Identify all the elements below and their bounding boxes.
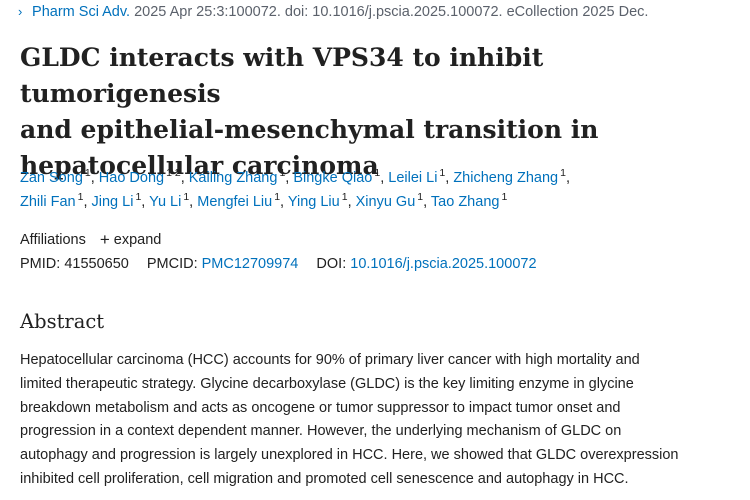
abstract-line: breakdown metabolism and acts as oncogen…	[20, 399, 621, 416]
author-link[interactable]: Tao Zhang	[430, 194, 500, 210]
affiliation-number[interactable]: 1	[501, 191, 508, 203]
affiliation-number[interactable]: 1	[274, 191, 281, 203]
author-link[interactable]: Ying Liu	[287, 194, 340, 210]
author-link[interactable]: Jing Li	[91, 194, 134, 210]
title-line: hepatocellular carcinoma	[20, 151, 379, 180]
affiliation-number[interactable]: 1	[341, 191, 348, 203]
affiliation-number[interactable]: 1	[439, 167, 446, 179]
affiliation-number[interactable]: 1	[374, 167, 381, 179]
affiliations-toggle[interactable]: Affiliations + expand	[20, 229, 161, 249]
affiliation-number[interactable]: 1	[135, 191, 142, 203]
journal-link[interactable]: Pharm Sci Adv.	[32, 4, 131, 20]
title-line: and epithelial-mesenchymal transition in	[20, 115, 599, 144]
affiliations-label: Affiliations	[20, 232, 86, 248]
affiliation-number[interactable]: 1	[84, 167, 91, 179]
doi-label: DOI:	[316, 256, 347, 272]
affiliation-number[interactable]: 1	[417, 191, 424, 203]
abstract-line: progression in a context dependent manne…	[20, 423, 622, 440]
abstract-heading: Abstract	[20, 310, 105, 333]
author-link[interactable]: Leilei Li	[388, 170, 438, 186]
author-link[interactable]: Xinyu Gu	[355, 194, 416, 210]
pmcid-link[interactable]: PMC12709974	[201, 256, 299, 272]
abstract-text: Hepatocellular carcinoma (HCC) accounts …	[20, 349, 732, 492]
pmcid-label: PMCID:	[146, 256, 198, 272]
affiliation-number[interactable]: 1	[560, 167, 566, 179]
expand-button[interactable]: + expand	[99, 230, 162, 249]
author-link[interactable]: Mengfei Liu	[197, 194, 273, 210]
author-list: Zan Song 1, Hao Dong 1 2, Kailing Zhang 1, …	[20, 167, 570, 210]
article-identifiers: PMID: 41550650 PMCID: PMC12709974 DOI: 1…	[20, 256, 537, 272]
author-link[interactable]: Zhili Fan	[20, 194, 76, 210]
doi-link[interactable]: 10.1016/j.pscia.2025.100072	[350, 256, 537, 272]
pmid-value: 41550650	[64, 256, 129, 272]
author-link[interactable]: Bingke Qiao	[293, 170, 373, 186]
author-link[interactable]: Hao Dong	[98, 170, 165, 186]
author-link[interactable]: Kailing Zhang	[188, 170, 278, 186]
abstract-line: inhibited cell proliferation, cell migra…	[20, 470, 629, 487]
abstract-line: Hepatocellular carcinoma (HCC) accounts …	[20, 352, 640, 368]
chevron-right-icon[interactable]: ›	[18, 4, 23, 19]
affiliation-number[interactable]: 1 2	[166, 167, 181, 179]
affiliation-number[interactable]: 1	[183, 191, 190, 203]
abstract-line: autophagy and progression is largely une…	[20, 447, 679, 464]
author-link[interactable]: Zan Song	[20, 170, 83, 186]
title-line: GLDC interacts with VPS34 to inhibit tum…	[20, 43, 544, 108]
article-title: GLDC interacts with VPS34 to inhibit tum…	[20, 40, 735, 184]
citation-details: 2025 Apr 25:3:100072. doi: 10.1016/j.psc…	[130, 4, 649, 20]
affiliation-number[interactable]: 1	[279, 167, 286, 179]
abstract-line: limited therapeutic strategy. Glycine de…	[20, 375, 634, 392]
expand-label: expand	[113, 232, 162, 248]
plus-icon: +	[99, 230, 110, 249]
pmid-label: PMID:	[20, 256, 61, 272]
author-link[interactable]: Yu Li	[149, 194, 182, 210]
citation-line: › Pharm Sci Adv. 2025 Apr 25:3:100072. d…	[18, 4, 649, 20]
affiliation-number[interactable]: 1	[77, 191, 84, 203]
author-link[interactable]: Zhicheng Zhang	[453, 170, 559, 186]
